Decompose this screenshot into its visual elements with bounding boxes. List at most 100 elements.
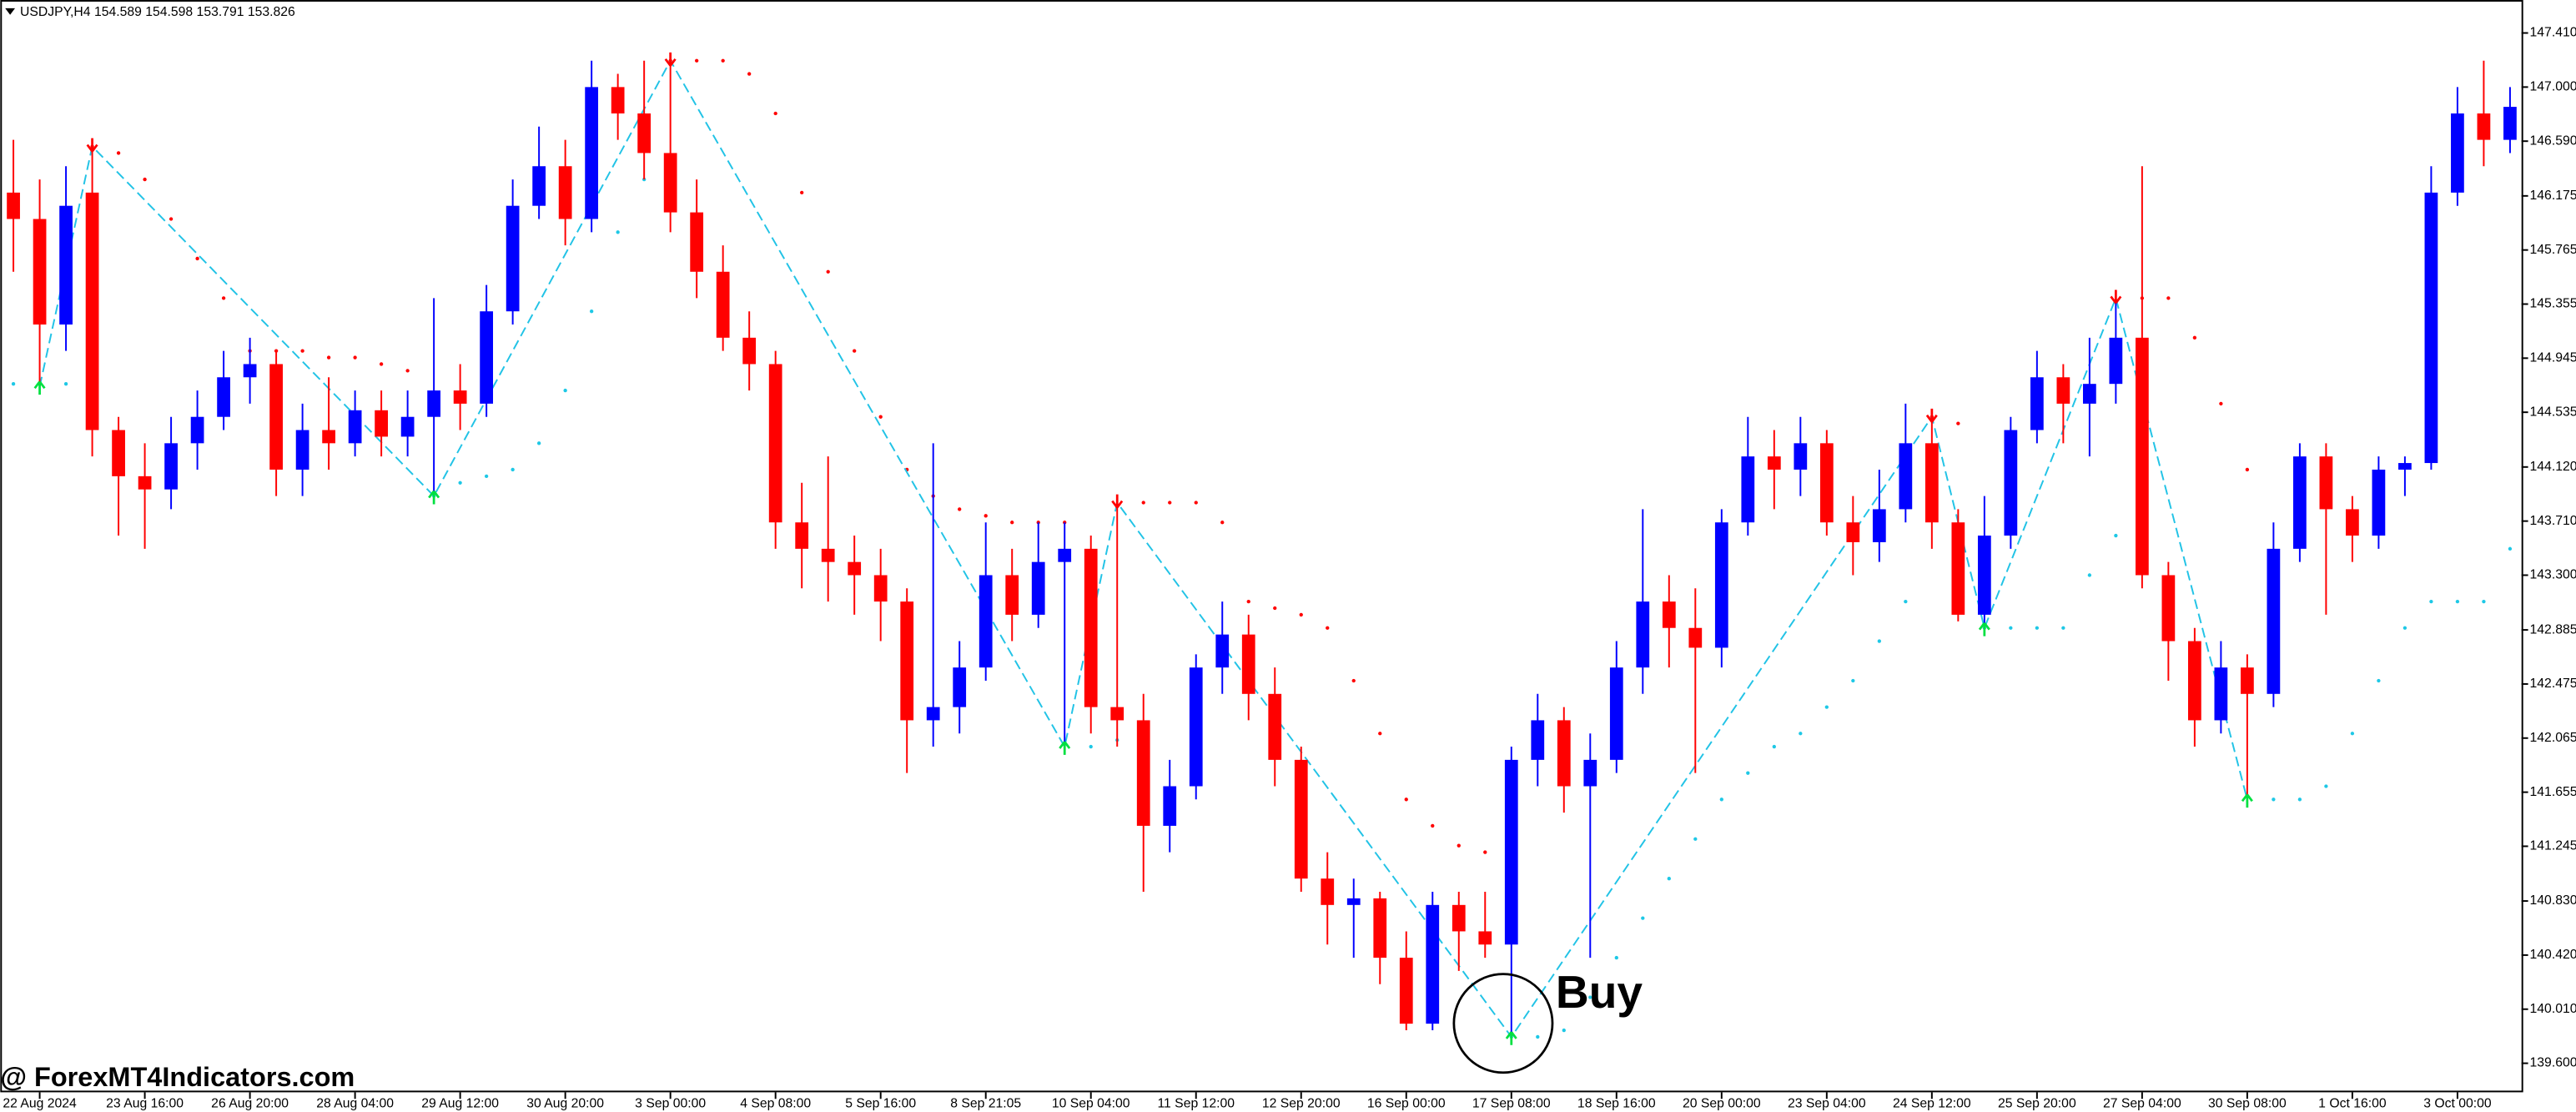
candle-body — [243, 364, 257, 378]
sar-dot — [1746, 771, 1750, 775]
x-tick-label: 11 Sep 12:00 — [1157, 1096, 1235, 1110]
candle-body — [637, 113, 652, 153]
candle-body — [2161, 575, 2176, 642]
sar-dot — [1719, 798, 1723, 802]
candle-body — [2372, 469, 2386, 536]
sar-dot — [1483, 850, 1487, 854]
x-tick-label: 1 Oct 16:00 — [2318, 1096, 2387, 1110]
candle-body — [2241, 667, 2254, 694]
candle-body — [1058, 548, 1072, 562]
y-tick-label: 147.410 — [2530, 26, 2576, 40]
candle-body — [848, 561, 862, 576]
candle-body — [427, 390, 441, 417]
candle-body — [611, 87, 625, 113]
sar-dot — [1536, 1034, 1540, 1039]
y-tick-label: 145.355 — [2530, 297, 2576, 311]
x-tick-label: 24 Sep 12:00 — [1893, 1096, 1971, 1110]
sar-dot — [116, 151, 121, 155]
y-tick-label: 145.765 — [2530, 243, 2576, 257]
sar-dot — [1851, 678, 1855, 683]
candle-body — [112, 430, 125, 476]
candle-body — [873, 575, 888, 602]
candle-body — [1977, 536, 1991, 615]
sar-dot — [1457, 843, 1461, 848]
sar-dot — [1141, 501, 1145, 505]
arrow-down — [1925, 408, 1938, 423]
candle-body — [1241, 634, 1255, 694]
sar-dot — [2324, 784, 2328, 788]
sar-dot — [274, 349, 279, 353]
sar-dot — [1351, 678, 1356, 683]
sar-dot — [1089, 744, 1093, 749]
candle-body — [33, 219, 47, 325]
sar-dot — [1194, 501, 1198, 505]
plot-frame — [0, 0, 2523, 1093]
candle-body — [2056, 377, 2070, 404]
x-tick-label: 30 Sep 08:00 — [2208, 1096, 2287, 1110]
y-tick-label: 143.710 — [2530, 514, 2576, 528]
sar-dot — [353, 355, 357, 360]
sar-dot — [1824, 705, 1829, 709]
x-tick-label: 28 Aug 04:00 — [316, 1096, 394, 1110]
sar-dot — [2377, 678, 2381, 683]
sar-dot — [1220, 521, 1225, 525]
sar-dot — [2061, 626, 2065, 630]
buy-label: Buy — [1556, 966, 1643, 1018]
sar-dot — [2192, 335, 2197, 340]
sar-dot — [2350, 732, 2355, 736]
candle-body — [1373, 898, 1387, 959]
candle-body — [768, 364, 782, 523]
y-tick-label: 147.000 — [2530, 80, 2576, 94]
sar-dot — [589, 309, 594, 314]
sar-dot — [2297, 798, 2302, 802]
candle-body — [1399, 958, 1413, 1024]
candle-body — [1794, 443, 1808, 470]
candle-body — [59, 205, 73, 325]
candle-body — [1504, 759, 1518, 945]
sar-dot — [1693, 837, 1698, 841]
candle-body — [1924, 443, 1939, 523]
candle-body — [2082, 384, 2096, 404]
sar-dot — [1614, 955, 1618, 960]
candle-body — [1846, 522, 1860, 542]
candle-body — [322, 430, 335, 444]
x-tick-label: 26 Aug 20:00 — [211, 1096, 289, 1110]
sar-dot — [2508, 546, 2513, 551]
sar-dot — [984, 514, 988, 518]
sar-dot — [2245, 467, 2250, 472]
sar-dot — [1588, 995, 1592, 999]
candle-body — [532, 166, 546, 206]
candle-body — [1951, 522, 1965, 615]
y-tick-label: 144.120 — [2530, 460, 2576, 474]
candle-body — [2267, 548, 2281, 694]
candle-body — [1268, 693, 1282, 760]
sar-dot — [484, 474, 489, 479]
sar-dot — [536, 441, 541, 445]
candle-body — [2293, 456, 2307, 549]
candle-body — [506, 205, 520, 312]
sar-dot — [1562, 1028, 1566, 1033]
candle-body — [1636, 601, 1650, 668]
sar-dot — [2455, 599, 2460, 604]
candle-body — [375, 410, 388, 437]
sar-dot — [721, 58, 725, 63]
sar-dot — [1641, 916, 1645, 920]
sar-dot — [195, 256, 199, 261]
sar-dot — [143, 177, 147, 182]
sar-dot — [1956, 421, 1960, 425]
menu-triangle[interactable] — [5, 8, 16, 15]
candle-body — [2346, 509, 2359, 536]
candle-body — [1005, 575, 1019, 615]
sar-dot — [2402, 626, 2407, 630]
x-tick-label: 23 Aug 16:00 — [106, 1096, 184, 1110]
sar-dot — [511, 467, 515, 472]
candle-body — [1557, 720, 1571, 787]
sar-dot — [616, 230, 620, 234]
candle-body — [2398, 463, 2412, 470]
candle-body — [190, 416, 204, 444]
sar-dot — [826, 269, 830, 274]
candle-body — [1531, 720, 1545, 760]
sar-dot — [2272, 798, 2276, 802]
sar-dot — [221, 296, 226, 300]
